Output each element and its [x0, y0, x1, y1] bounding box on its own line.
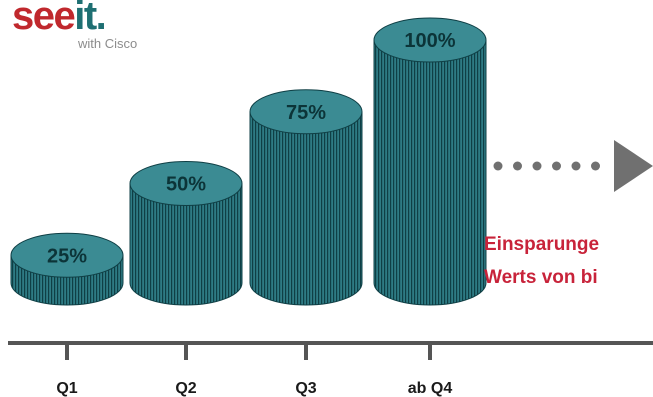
- bar-value-label: 25%: [47, 245, 87, 267]
- bar-body: [250, 111, 362, 305]
- arrow-dot: [493, 161, 503, 171]
- x-tick-label: Q1: [56, 380, 77, 397]
- bar-value-label: 75%: [286, 102, 326, 124]
- arrow-dot: [552, 161, 561, 171]
- arrow-dot: [591, 161, 600, 171]
- bar-outline: [129, 183, 243, 306]
- bar-value-label: 50%: [166, 174, 206, 196]
- bar-top: [10, 232, 124, 278]
- headline-line-1: Einsparunge: [484, 234, 600, 255]
- bar-body: [130, 183, 242, 305]
- logo: seeit. with Cisco: [12, 0, 152, 56]
- logo-wordmark-part-it: it.: [74, 0, 107, 38]
- bar-top: [249, 89, 363, 135]
- bar-outline: [249, 111, 363, 306]
- bar-value-label: 100%: [404, 30, 455, 52]
- bar-1: 25%: [10, 232, 124, 306]
- continuation-arrow: [493, 140, 653, 192]
- x-axis: Q1 Q2 Q3 ab Q4: [8, 341, 653, 397]
- logo-wordmark-part-see: see: [12, 0, 76, 38]
- x-tick-label: ab Q4: [408, 380, 453, 397]
- bar-outline: [10, 255, 124, 306]
- logo-wordmark: seeit.: [12, 0, 107, 40]
- bar-top: [129, 161, 243, 206]
- headline-line-2: Werts von bi: [484, 267, 598, 288]
- bars-layer: 25% 50% 75% 100%: [10, 17, 487, 306]
- bar-body: [374, 40, 486, 305]
- bar-2: 50%: [129, 161, 243, 306]
- bar-outline: [373, 40, 487, 306]
- arrow-dot: [513, 161, 522, 171]
- arrow-head-icon: [614, 140, 653, 192]
- bar-3: 75%: [249, 89, 363, 306]
- arrow-dot: [571, 161, 581, 171]
- bar-top: [373, 17, 487, 63]
- bar-4: 100%: [373, 17, 487, 306]
- logo-subtitle: with Cisco: [78, 36, 138, 51]
- arrow-dot: [532, 161, 542, 171]
- x-tick-label: Q2: [175, 380, 196, 397]
- x-tick-label: Q3: [295, 380, 316, 397]
